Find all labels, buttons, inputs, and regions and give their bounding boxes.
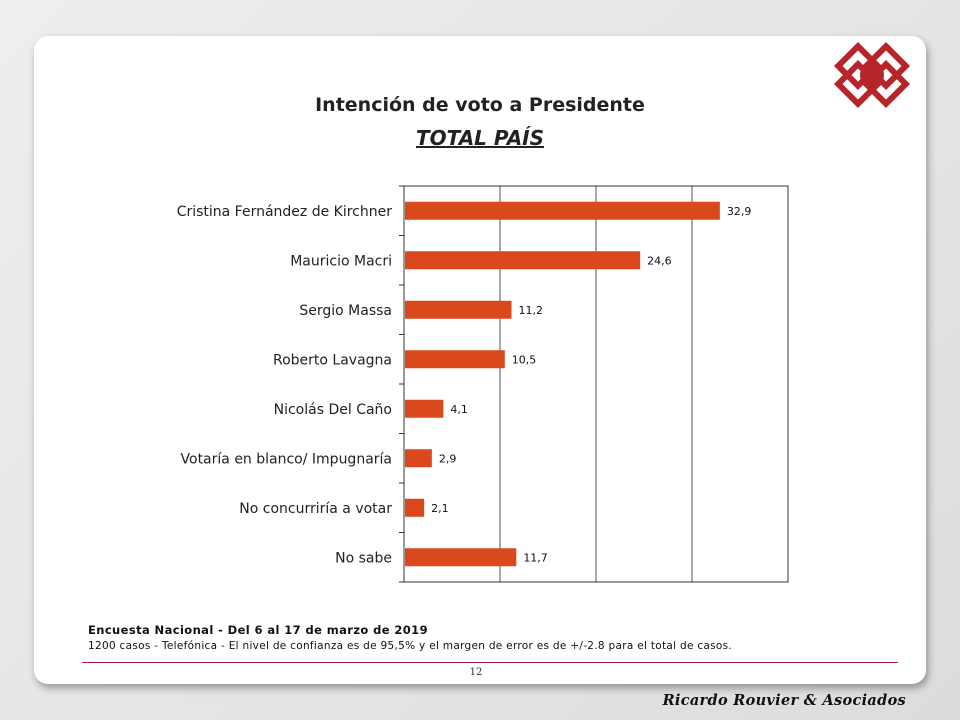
category-label-1: Cristina Fernández de Kirchner	[177, 204, 393, 220]
value-label-3: 11,2	[519, 304, 544, 317]
brand-name: Ricardo Rouvier & Asociados	[662, 692, 906, 709]
category-label-3: Sergio Massa	[299, 303, 392, 319]
page-number: 12	[469, 667, 483, 678]
bar-4	[405, 350, 505, 369]
bar-6	[405, 449, 432, 468]
value-label-4: 10,5	[512, 353, 537, 366]
bar-8	[405, 548, 517, 567]
value-label-7: 2,1	[431, 502, 449, 515]
value-label-6: 2,9	[439, 452, 457, 465]
rouvier-logo-icon	[833, 41, 911, 109]
bar-3	[405, 300, 512, 319]
bar-5	[405, 399, 444, 418]
value-label-5: 4,1	[450, 403, 468, 416]
survey-methodology: 1200 casos - Telefónica - El nivel de co…	[88, 640, 733, 652]
survey-title: Encuesta Nacional - Del 6 al 17 de marzo…	[88, 623, 428, 637]
category-label-6: Votaría en blanco/ Impugnaría	[181, 451, 392, 467]
footer-divider	[82, 662, 898, 663]
bar-7	[405, 498, 425, 517]
category-label-7: No concurriría a votar	[239, 501, 392, 517]
chart-subtitle: TOTAL PAÍS	[415, 126, 545, 150]
chart-title: Intención de voto a Presidente	[315, 94, 645, 116]
value-label-8: 11,7	[523, 551, 548, 564]
category-label-2: Mauricio Macri	[290, 253, 392, 269]
category-label-5: Nicolás Del Caño	[274, 402, 392, 418]
category-label-8: No sabe	[335, 550, 392, 566]
value-label-2: 24,6	[647, 254, 672, 267]
bar-1	[405, 201, 720, 220]
category-label-4: Roberto Lavagna	[273, 352, 392, 368]
bar-2	[405, 251, 641, 270]
value-label-1: 32,9	[727, 205, 752, 218]
